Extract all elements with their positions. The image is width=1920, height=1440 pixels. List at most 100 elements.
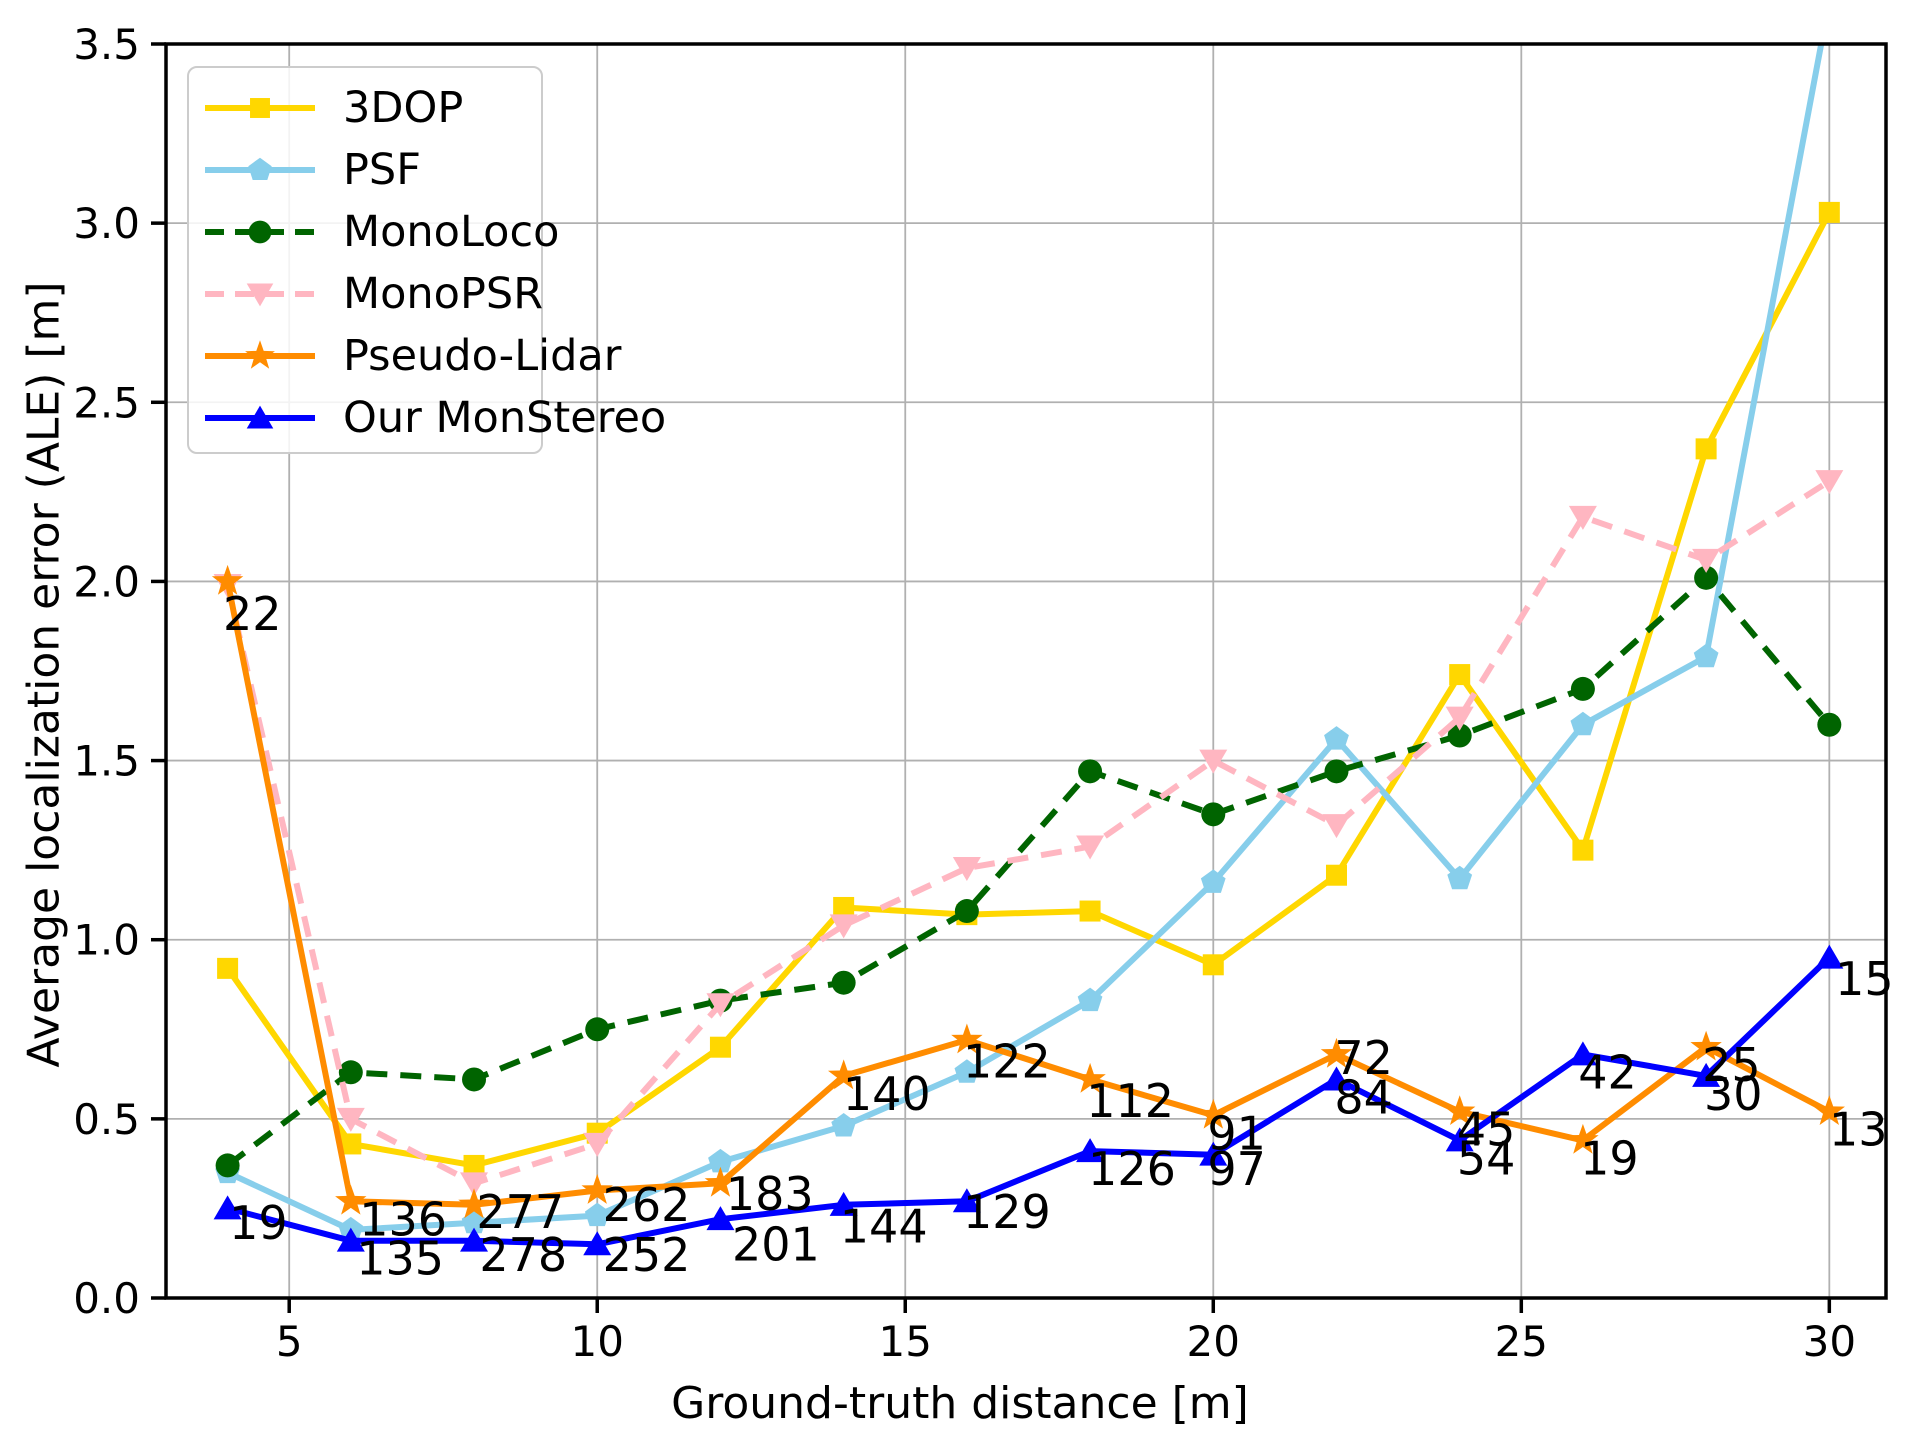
- marker-our-monstereo: [1322, 1066, 1351, 1091]
- marker-psf: [708, 1148, 733, 1173]
- annotation-3-135: 135: [356, 1232, 444, 1286]
- marker-3dop: [1818, 201, 1840, 223]
- marker-monopsr: [706, 993, 735, 1018]
- marker-monopsr: [336, 1107, 365, 1132]
- annotation-25-30: 30: [1704, 1067, 1763, 1121]
- marker-3dop: [833, 896, 855, 918]
- series-line-psf: [226, 44, 1825, 1233]
- marker-our-monstereo: [336, 1227, 365, 1252]
- marker-monoloco: [831, 970, 856, 995]
- marker-monopsr: [1692, 548, 1721, 573]
- marker-our-monstereo: [952, 1188, 981, 1213]
- marker-pseudo-lidar: [1320, 1037, 1353, 1068]
- marker-3dop: [463, 1154, 485, 1176]
- legend-item-monoloco: MonoLoco: [189, 201, 559, 263]
- marker-monoloco: [1817, 712, 1842, 737]
- marker-our-monstereo: [1815, 944, 1844, 969]
- x-tick-label-25: 25: [1495, 1317, 1548, 1366]
- legend-item-monopsr: MonoPSR: [189, 263, 544, 325]
- legend-label-psf: PSF: [343, 145, 421, 195]
- annotation-20-45: 45: [1457, 1103, 1516, 1157]
- legend-marker-monopsr: [246, 283, 274, 307]
- y-tick-label-2.5: 2.5: [73, 378, 140, 427]
- marker-monoloco: [215, 1153, 240, 1178]
- marker-psf: [1570, 711, 1596, 736]
- legend: 3DOP PSF MonoLoco MonoPSR Pseudo-Lidar Our Mo…: [187, 66, 666, 454]
- marker-monopsr: [1322, 814, 1351, 839]
- marker-psf: [1200, 869, 1226, 893]
- marker-monoloco: [1201, 802, 1226, 827]
- marker-pseudo-lidar: [1690, 1030, 1722, 1061]
- legend-marker-psf: [248, 157, 272, 180]
- marker-psf: [1817, 0, 1842, 12]
- marker-psf: [1324, 726, 1349, 750]
- marker-3dop: [1079, 900, 1101, 922]
- annotation-22-42: 42: [1578, 1045, 1637, 1099]
- legend-marker-3dop: [250, 98, 270, 118]
- plot-border: [164, 42, 1888, 1300]
- annotation-8-183: 183: [726, 1167, 814, 1221]
- y-tick-label-0.0: 0.0: [73, 1274, 140, 1323]
- legend-label-monopsr: MonoPSR: [343, 269, 544, 319]
- marker-monoloco: [1078, 759, 1103, 784]
- marker-psf: [584, 1202, 610, 1227]
- marker-monoloco: [1570, 676, 1595, 701]
- marker-our-monstereo: [460, 1227, 489, 1252]
- legend-label-our-monstereo: Our MonStereo: [343, 393, 667, 443]
- marker-pseudo-lidar: [1444, 1095, 1476, 1125]
- marker-pseudo-lidar: [335, 1184, 367, 1215]
- marker-3dop: [217, 957, 239, 979]
- marker-monoloco: [338, 1060, 363, 1085]
- annotation-16-91: 91: [1207, 1106, 1266, 1160]
- marker-monopsr: [583, 1132, 612, 1157]
- series-3dop: [217, 201, 1840, 1176]
- x-tick-label-30: 30: [1803, 1317, 1856, 1366]
- annotation-19-84: 84: [1334, 1070, 1393, 1124]
- y-tick-label-0.5: 0.5: [73, 1095, 140, 1144]
- series-line-pseudo-lidar: [224, 580, 1831, 1208]
- legend-sample-our-monstereo: [205, 405, 315, 429]
- annotation-10-140: 140: [843, 1067, 931, 1121]
- marker-monopsr: [1568, 505, 1597, 530]
- marker-pseudo-lidar: [581, 1174, 613, 1204]
- marker-monoloco: [1447, 723, 1472, 748]
- marker-3dop: [340, 1133, 362, 1155]
- marker-3dop: [1572, 839, 1594, 861]
- annotation-21-54: 54: [1457, 1131, 1516, 1185]
- marker-psf: [1693, 643, 1719, 668]
- legend-label-3dop: 3DOP: [343, 83, 464, 133]
- annotation-5-278: 278: [479, 1228, 567, 1282]
- marker-monopsr: [460, 1172, 489, 1197]
- y-tick-label-3.5: 3.5: [73, 20, 140, 69]
- legend-sample-3dop: [205, 98, 315, 118]
- annotation-18-72: 72: [1334, 1031, 1393, 1085]
- series-layer: [211, 0, 1845, 1256]
- legend-sample-monopsr: [205, 283, 315, 307]
- marker-pseudo-lidar: [704, 1166, 737, 1197]
- marker-monopsr: [1076, 835, 1105, 860]
- marker-pseudo-lidar: [1197, 1098, 1229, 1129]
- annotation-12-122: 122: [963, 1035, 1051, 1089]
- legend-label-pseudo-lidar: Pseudo-Lidar: [343, 331, 622, 381]
- annotation-26-15: 15: [1835, 952, 1894, 1006]
- annotation-17-97: 97: [1207, 1142, 1266, 1196]
- marker-our-monstereo: [829, 1191, 858, 1216]
- annotation-11-144: 144: [840, 1199, 928, 1253]
- marker-psf: [831, 1113, 856, 1137]
- y-tick-label-3.0: 3.0: [73, 199, 140, 248]
- x-tick-label-10: 10: [571, 1317, 624, 1366]
- legend-item-psf: PSF: [189, 139, 541, 201]
- marker-monoloco: [585, 1017, 610, 1042]
- annotation-6-262: 262: [603, 1178, 691, 1232]
- x-tick-label-15: 15: [879, 1317, 932, 1366]
- marker-pseudo-lidar: [828, 1059, 860, 1090]
- x-tick-label-5: 5: [276, 1317, 303, 1366]
- marker-3dop: [1325, 864, 1347, 886]
- annotation-1-19: 19: [229, 1196, 288, 1250]
- y-tick-label-1.5: 1.5: [73, 737, 140, 786]
- x-axis-label: Ground-truth distance [m]: [671, 1378, 1249, 1429]
- marker-pseudo-lidar: [458, 1188, 490, 1219]
- marker-our-monstereo: [1692, 1062, 1721, 1087]
- annotation-23-19: 19: [1580, 1131, 1639, 1185]
